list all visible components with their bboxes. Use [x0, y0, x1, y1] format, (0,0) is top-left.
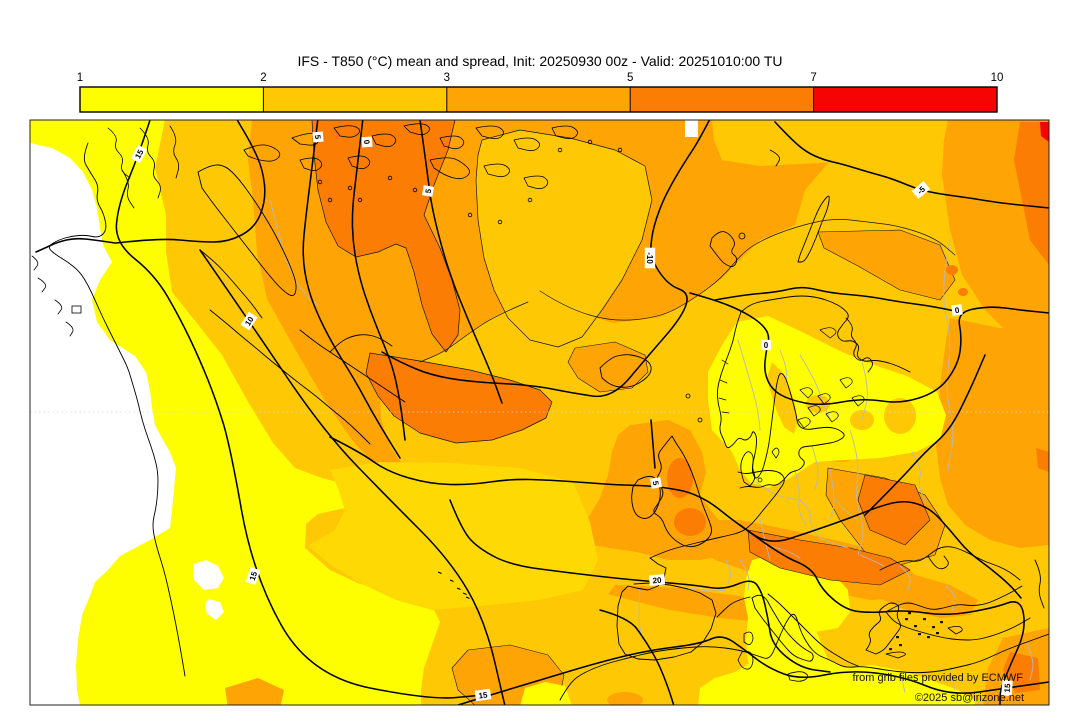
svg-text:©2025 sb@irizone.net: ©2025 sb@irizone.net — [915, 692, 1024, 704]
svg-text:5: 5 — [313, 134, 322, 140]
svg-text:15: 15 — [248, 570, 259, 582]
svg-text:7: 7 — [810, 72, 816, 84]
svg-text:2: 2 — [260, 72, 266, 84]
svg-text:0: 0 — [954, 306, 960, 316]
svg-text:20: 20 — [652, 576, 662, 586]
svg-text:1: 1 — [77, 72, 83, 84]
svg-text:5: 5 — [627, 72, 633, 84]
svg-text:IFS - T850 (°C) mean and sprea: IFS - T850 (°C) mean and spread, Init: 2… — [297, 53, 782, 69]
svg-text:10: 10 — [991, 72, 1004, 84]
svg-text:0: 0 — [362, 139, 371, 145]
svg-text:15: 15 — [1003, 683, 1013, 693]
svg-text:-5: -5 — [916, 184, 928, 196]
svg-text:5: 5 — [651, 480, 661, 486]
svg-text:from grib files provided by EC: from grib files provided by ECMWF — [852, 672, 1023, 684]
svg-text:-10: -10 — [645, 252, 654, 264]
svg-text:0: 0 — [764, 341, 769, 350]
svg-text:5: 5 — [424, 188, 434, 194]
svg-text:15: 15 — [478, 690, 489, 700]
svg-text:3: 3 — [444, 72, 450, 84]
